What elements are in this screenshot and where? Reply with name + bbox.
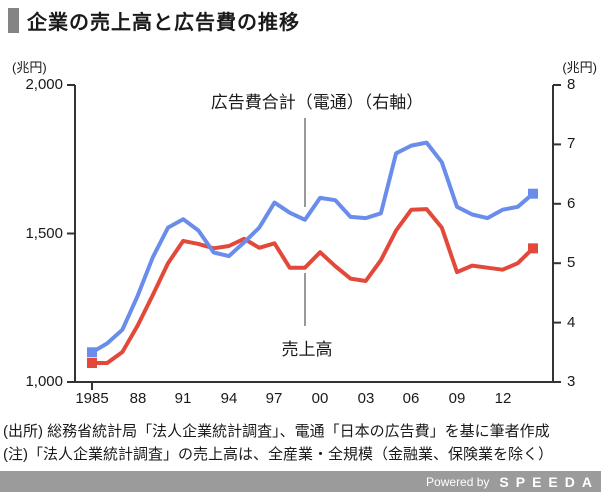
data-note: (注)「法人企業統計調査」の売上高は、全産業・全規模（金融業、保険業を除く） — [3, 446, 553, 463]
series-marker — [87, 357, 97, 368]
brand-bar: Powered by SPEEDA — [0, 471, 601, 492]
series-marker — [528, 188, 539, 199]
series-line-sales — [90, 207, 535, 365]
left-axis-tick-label: 2,000 — [25, 76, 63, 93]
series-line-ad — [90, 140, 535, 355]
series-marker — [87, 347, 97, 358]
x-axis-label: 1985 — [75, 390, 109, 407]
x-axis-label: 88 — [129, 390, 147, 407]
x-axis-label: 00 — [311, 390, 329, 407]
right-axis-unit: (兆円) — [562, 60, 597, 75]
x-axis-label: 06 — [402, 390, 420, 407]
right-axis-tick-label: 4 — [567, 314, 576, 331]
x-axis-label: 91 — [174, 390, 192, 407]
left-axis-tick-label: 1,000 — [25, 373, 63, 390]
x-axis-label: 94 — [220, 390, 238, 407]
right-axis-tick-label: 7 — [567, 135, 576, 152]
series-marker — [528, 243, 539, 254]
brand-logo: SPEEDA — [499, 473, 599, 490]
title-row: 企業の売上高と広告費の推移 — [8, 6, 300, 35]
x-axis-label: 97 — [265, 390, 283, 407]
right-axis-tick-label: 3 — [567, 373, 576, 390]
annotation-ad-total: 広告費合計（電通）（右軸） — [210, 93, 424, 112]
title-bullet-icon — [8, 8, 19, 33]
powered-by-label: Powered by — [426, 474, 490, 489]
left-axis-unit: (兆円) — [12, 60, 47, 75]
right-axis-tick-label: 8 — [567, 76, 576, 93]
x-axis-label: 03 — [357, 390, 375, 407]
page-title: 企業の売上高と広告費の推移 — [27, 12, 300, 34]
footer-notes: (出所) 総務省統計局「法人企業統計調査」、電通「日本の広告費」を基に筆者作成 … — [3, 420, 599, 466]
left-axis-tick-label: 1,500 — [25, 225, 63, 242]
source-note: (出所) 総務省統計局「法人企業統計調査」、電通「日本の広告費」を基に筆者作成 — [3, 423, 550, 440]
right-axis-tick-label: 5 — [567, 254, 576, 271]
annotation-sales: 売上高 — [281, 340, 333, 359]
x-axis-label: 09 — [448, 390, 466, 407]
x-axis-label: 12 — [494, 390, 512, 407]
chart-canvas — [67, 84, 561, 390]
right-axis-tick-label: 6 — [567, 195, 576, 212]
